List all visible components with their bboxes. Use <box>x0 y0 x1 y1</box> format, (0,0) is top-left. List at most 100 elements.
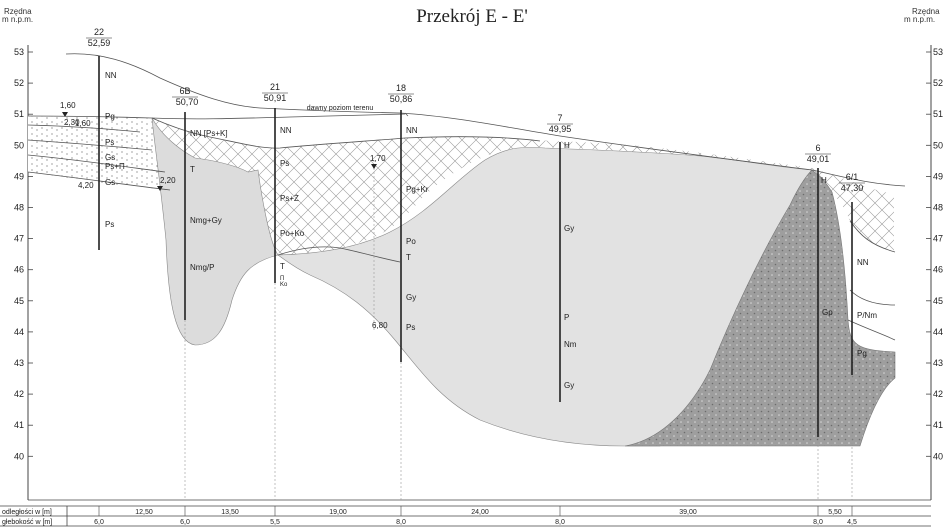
depth-7: 4,5 <box>847 519 857 526</box>
bh-21-layer-t: T <box>280 262 285 271</box>
made-ground-fill <box>152 118 894 256</box>
left-tick-label: 44 <box>14 327 24 337</box>
bh-7-layer-gy: Gy <box>564 224 574 233</box>
left-tick-label: 51 <box>14 109 24 119</box>
distance-2: 13,50 <box>221 509 239 516</box>
bh-21-header: 21 50,91 <box>262 82 288 103</box>
bh-18-layer-pg-kr: Pg+Kr <box>406 185 429 194</box>
distance-6: 5,50 <box>828 509 842 516</box>
right-axis-header-1: Rzędna <box>912 7 940 16</box>
vertical-guides <box>184 160 853 500</box>
left-tick-label: 53 <box>14 47 24 57</box>
bh-21-elev: 50,91 <box>264 93 287 103</box>
right-tick-label: 49 <box>933 171 943 181</box>
bh-22-layer-ps: Ps <box>105 138 114 147</box>
right-tick-label: 42 <box>933 389 943 399</box>
water-level-label-2: 1,60 <box>75 119 91 128</box>
section-title: Przekrój E - E' <box>416 6 528 27</box>
bh-18-layer-po: Po <box>406 237 416 246</box>
water-levels: 1,60 1,60 2,30 4,20 2,20 1,70 6,80 <box>60 101 388 330</box>
water-level-label-3: 2,30 <box>64 118 80 127</box>
bh-7-layer-nm: Nm <box>564 340 577 349</box>
borehole-columns <box>98 56 853 437</box>
bh-22-header: 22 52,59 <box>86 27 112 48</box>
bh-6-layer-gp: Gp <box>822 308 833 317</box>
bh-6-1-layer-p-nm: P/Nm <box>857 311 877 320</box>
bh-7-layer-h: H <box>564 141 570 150</box>
bh-22-layer-nn: NN <box>105 71 117 80</box>
bh-6-1-header: 6/1 47,30 <box>839 172 865 193</box>
left-tick-label: 50 <box>14 140 24 150</box>
bh-21-layer-ko: Ko <box>280 282 288 288</box>
right-tick-label: 44 <box>933 327 943 337</box>
left-tick-label: 40 <box>14 451 24 461</box>
bh-18-header: 18 50,86 <box>388 83 414 104</box>
depth-5: 8,0 <box>555 519 565 526</box>
footer-table: odległości w [m] głebokość w [m] 12,50 1… <box>0 505 931 527</box>
bh-21-layer-ps: Ps <box>280 159 289 168</box>
bh-7-layer-p: P <box>564 313 569 322</box>
bh-6-1-layer-nn: NN <box>857 258 869 267</box>
right-tick-label: 40 <box>933 451 943 461</box>
distance-row-label: odległości w [m] <box>2 509 52 516</box>
bh-22-id: 22 <box>94 27 104 37</box>
bh-7-layer-gy-2: Gy <box>564 381 574 390</box>
bh-6b-layer-nmg-gy: Nmg+Gy <box>190 216 222 225</box>
bh-6b-elev: 50,70 <box>176 97 199 107</box>
elevation-ticks: 53 53 52 52 51 51 50 50 49 49 48 48 47 47 46 46 45 45 44 44… <box>14 47 943 461</box>
left-tick-label: 48 <box>14 203 24 213</box>
bh-21-id: 21 <box>270 82 280 92</box>
bh-6b-id: 6B <box>179 86 190 96</box>
bh-6-1-id: 6/1 <box>846 172 859 182</box>
bh-21-layer-po-ko: Po+Ko <box>280 229 305 238</box>
bh-18-layer-ps: Ps <box>406 323 415 332</box>
left-tick-label: 42 <box>14 389 24 399</box>
layer-labels: NN Pg Ps Gs Ps+Π Gs Ps NN [Ps+K] T Nmg+G… <box>105 71 877 390</box>
bh-6-id: 6 <box>815 143 820 153</box>
right-tick-label: 51 <box>933 109 943 119</box>
bh-22-layer-ps-2: Ps <box>105 220 114 229</box>
gravel-fill <box>624 169 896 447</box>
water-level-marker-1 <box>62 112 68 117</box>
water-level-marker-5 <box>157 186 163 191</box>
distance-4: 24,00 <box>471 509 489 516</box>
right-tick-label: 48 <box>933 203 943 213</box>
bh-6b-layer-t: T <box>190 165 195 174</box>
bh-6b-layer-nmg-p: Nmg/P <box>190 263 214 272</box>
depth-3: 5,5 <box>270 519 280 526</box>
bh-22-layer-ps-pi: Ps+Π <box>105 162 125 171</box>
bh-22-layer-gs-2: Gs <box>105 178 115 187</box>
bh-6b-layer-nn: NN [Ps+K] <box>190 129 228 138</box>
bh-18-layer-nn: NN <box>406 126 418 135</box>
left-tick-label: 41 <box>14 420 24 430</box>
bh-6-elev: 49,01 <box>807 154 830 164</box>
water-level-label-1: 1,60 <box>60 101 76 110</box>
old-surface-label: dawny poziom terenu <box>307 105 374 112</box>
water-level-label-5: 2,20 <box>160 176 176 185</box>
right-tick-label: 50 <box>933 140 943 150</box>
right-tick-label: 46 <box>933 265 943 275</box>
boundary-lines <box>27 53 906 341</box>
left-tick-label: 45 <box>14 296 24 306</box>
left-axis-header-1: Rzędna <box>4 7 32 16</box>
bh-6-layer-h: H <box>821 176 827 185</box>
bh-22-layer-gs: Gs <box>105 153 115 162</box>
left-tick-label: 47 <box>14 234 24 244</box>
water-level-label-6: 1,70 <box>370 154 386 163</box>
depth-row-label: głebokość w [m] <box>2 519 52 526</box>
bh-6-header: 6 49,01 <box>805 143 831 164</box>
left-tick-label: 43 <box>14 358 24 368</box>
water-level-marker-6 <box>371 164 377 169</box>
bh-18-layer-gy: Gy <box>406 293 416 302</box>
bh-7-id: 7 <box>557 113 562 123</box>
left-tick-label: 49 <box>14 171 24 181</box>
bh-22-layer-pg: Pg <box>105 112 115 121</box>
bh-21-layer-nn: NN <box>280 126 292 135</box>
water-level-label-7: 6,80 <box>372 321 388 330</box>
distance-3: 19,00 <box>329 509 347 516</box>
bh-21-layer-pi: Π <box>280 276 284 282</box>
bh-18-layer-t: T <box>406 253 411 262</box>
bh-18-id: 18 <box>396 83 406 93</box>
